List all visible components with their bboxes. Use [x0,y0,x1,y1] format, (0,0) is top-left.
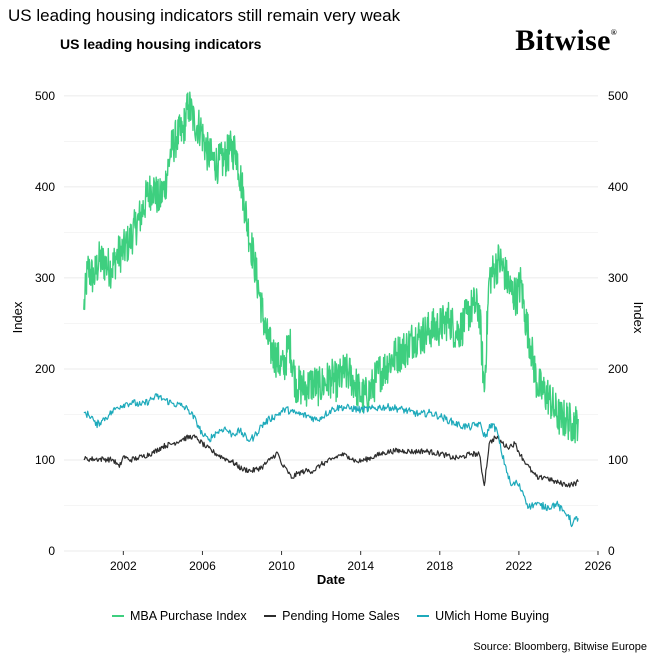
x-tick-label: 2002 [110,559,137,573]
legend-swatch-mba [111,615,124,617]
y-tick-label-left: 200 [35,362,55,376]
y-tick-label-right: 200 [608,362,628,376]
legend-item-umich: UMich Home Buying [417,609,549,623]
source-note: Source: Bloomberg, Bitwise Europe [473,641,647,653]
chart-title: US leading housing indicators [60,36,262,52]
y-axis-title-left: Index [10,301,25,333]
x-tick-label: 2022 [506,559,533,573]
legend-item-mba: MBA Purchase Index [111,609,247,623]
series-line-pending-home-sales [83,434,579,488]
y-tick-label-right: 400 [608,180,628,194]
x-tick-label: 2010 [268,559,295,573]
y-tick-label-left: 400 [35,180,55,194]
series-line-mba-purchase-index [83,91,579,444]
y-tick-label-left: 0 [48,544,55,558]
legend: MBA Purchase Index Pending Home Sales UM… [0,606,661,623]
y-tick-label-right: 300 [608,271,628,285]
legend-item-pending: Pending Home Sales [264,609,400,623]
page-title: US leading housing indicators still rema… [8,6,401,25]
x-tick-label: 2026 [585,559,612,573]
y-axis-title-right: Index [631,302,646,334]
legend-label-pending: Pending Home Sales [282,609,400,623]
y-tick-label-right: 0 [608,544,615,558]
y-tick-label-left: 500 [35,89,55,103]
x-tick-label: 2014 [347,559,374,573]
legend-swatch-umich [417,615,430,617]
y-tick-label-left: 300 [35,271,55,285]
x-tick-label: 2018 [426,559,453,573]
x-tick-label: 2006 [189,559,216,573]
brand-name: Bitwise [515,24,611,57]
y-tick-label-left: 100 [35,453,55,467]
brand-logo: Bitwise® [515,24,617,58]
x-axis-title: Date [317,572,345,587]
y-tick-label-right: 500 [608,89,628,103]
series-line-umich-home-buying [83,393,579,528]
legend-label-mba: MBA Purchase Index [129,609,247,623]
legend-swatch-pending [264,615,277,617]
brand-registered-mark: ® [610,28,617,37]
y-tick-label-right: 100 [608,453,628,467]
legend-label-umich: UMich Home Buying [435,609,550,623]
